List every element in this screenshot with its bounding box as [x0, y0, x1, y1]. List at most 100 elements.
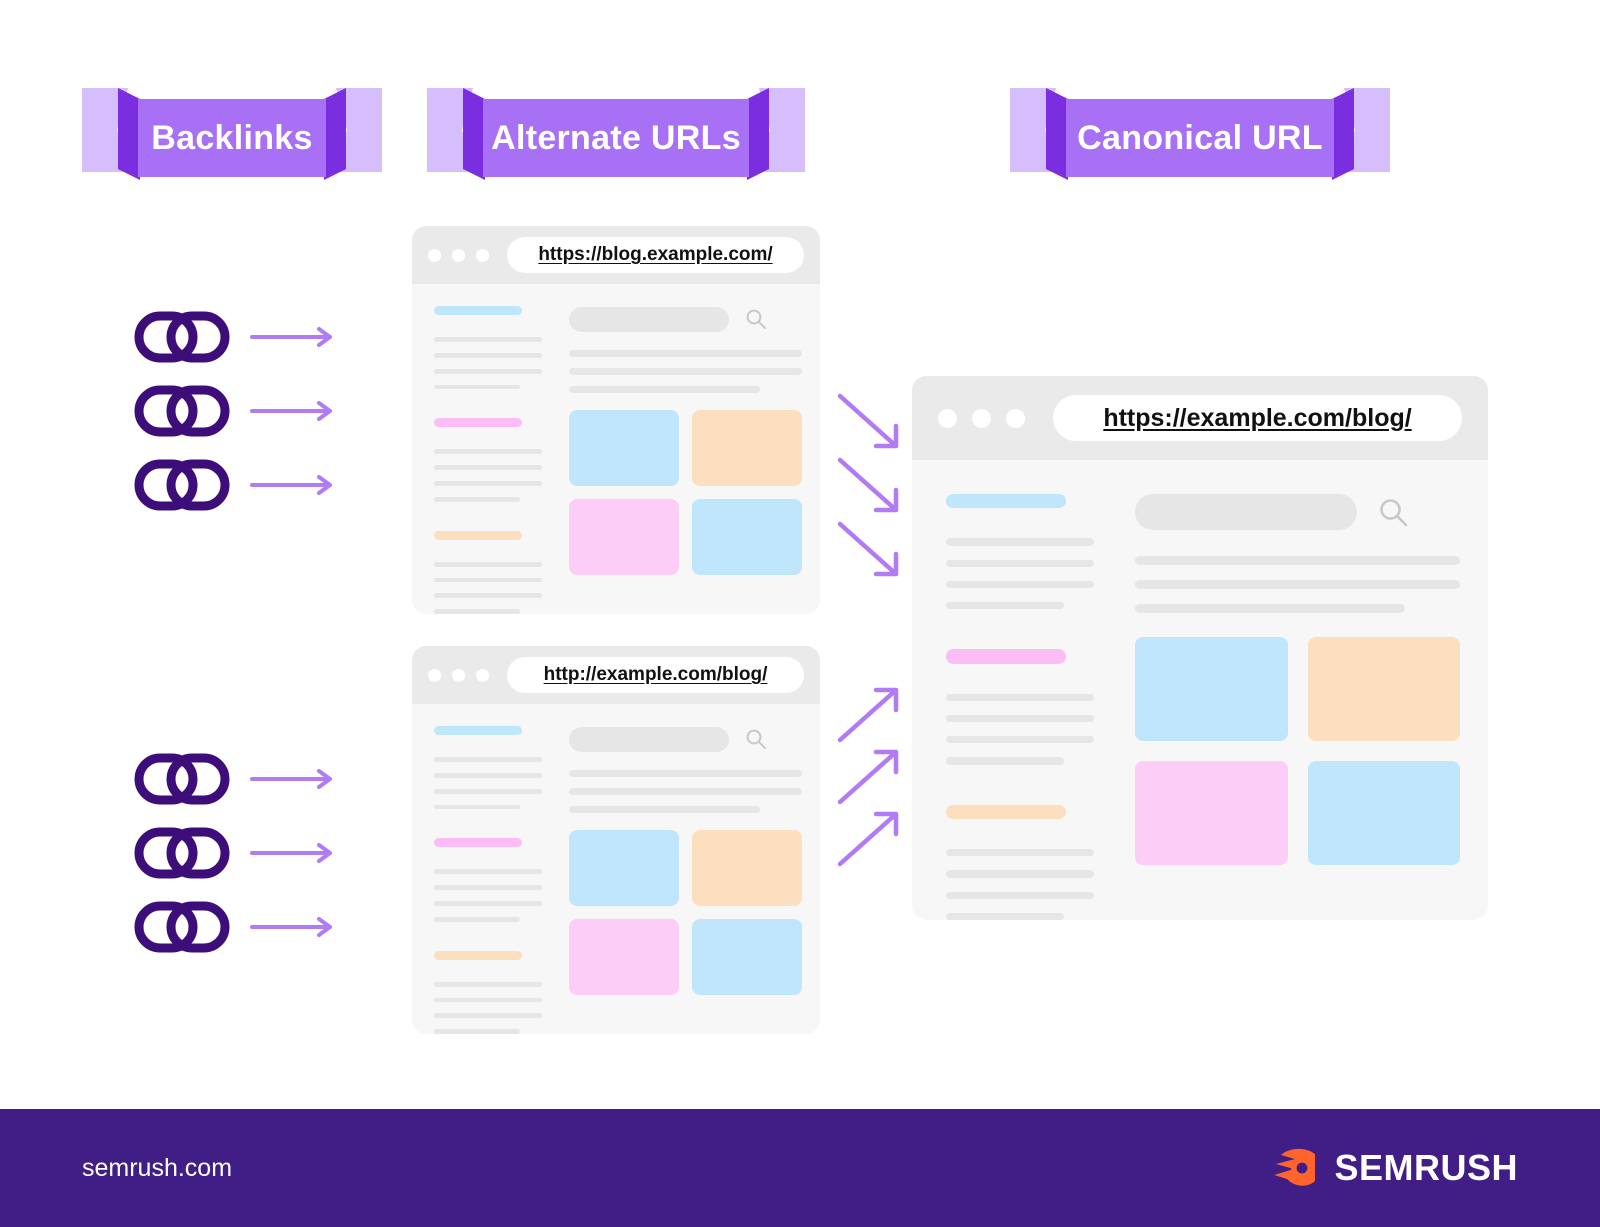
- ribbon-body: Canonical URL: [1066, 99, 1334, 177]
- window-dot[interactable]: [1006, 408, 1025, 428]
- address-bar[interactable]: https://blog.example.com/: [507, 237, 804, 273]
- content-line: [569, 770, 802, 777]
- sidebar-line: [434, 756, 542, 762]
- browser-canonical-url[interactable]: https://example.com/blog/: [912, 376, 1488, 920]
- content-card[interactable]: [569, 410, 679, 486]
- sidebar-line: [434, 981, 542, 987]
- sidebar-pill: [434, 838, 522, 848]
- sidebar-line: [434, 384, 520, 390]
- window-dot[interactable]: [452, 248, 465, 262]
- window-controls: [938, 408, 1025, 428]
- sidebar-pill: [434, 530, 522, 540]
- banner-backlinks: Backlinks: [82, 82, 382, 180]
- sidebar-pill: [434, 306, 522, 315]
- content-line: [569, 788, 802, 795]
- backlink-row: [134, 308, 338, 366]
- arrow-right-icon: [250, 917, 332, 937]
- sidebar-line: [946, 559, 1094, 567]
- ribbon-body: Backlinks: [138, 99, 326, 177]
- backlink-row: [134, 456, 338, 514]
- chain-link-icon: [134, 459, 230, 511]
- search-icon[interactable]: [743, 306, 769, 332]
- ribbon-fold-left: [463, 88, 485, 180]
- ribbon-body: Alternate URLs: [483, 99, 749, 177]
- content-card[interactable]: [692, 499, 802, 575]
- browser-title-bar: https://example.com/blog/: [912, 376, 1488, 460]
- sidebar-line: [434, 609, 520, 614]
- semrush-wordmark: SEMRUSH: [1334, 1147, 1518, 1188]
- url-text: https://blog.example.com/: [538, 244, 773, 265]
- sidebar-line: [434, 916, 520, 922]
- window-dot[interactable]: [938, 408, 957, 428]
- search-row: [569, 306, 802, 332]
- window-dot[interactable]: [428, 248, 441, 262]
- chain-link-icon: [134, 311, 230, 363]
- content-card[interactable]: [692, 830, 802, 906]
- ribbon-fold-left: [1046, 88, 1068, 180]
- footer-website-url[interactable]: semrush.com: [82, 1153, 233, 1182]
- content-sidebar: [434, 306, 549, 614]
- sidebar-line: [434, 577, 542, 583]
- sidebar-line: [946, 714, 1094, 723]
- search-input[interactable]: [569, 726, 729, 752]
- search-icon[interactable]: [743, 726, 769, 752]
- arrow-right-icon: [250, 327, 332, 347]
- sidebar-line: [946, 538, 1094, 546]
- window-dot[interactable]: [428, 668, 441, 682]
- content-card[interactable]: [692, 919, 802, 995]
- sidebar-pill: [434, 726, 522, 735]
- content-card[interactable]: [569, 830, 679, 906]
- sidebar-line: [434, 901, 542, 906]
- content-card[interactable]: [1307, 637, 1460, 741]
- page-content: [412, 284, 820, 614]
- chain-link-icon: [134, 901, 230, 953]
- sidebar-line: [434, 869, 542, 875]
- url-text: http://example.com/blog/: [543, 664, 768, 685]
- content-main: [1135, 494, 1460, 920]
- ribbon-fold-right: [747, 88, 769, 180]
- sidebar-pill: [434, 418, 522, 428]
- content-main: [569, 726, 802, 1034]
- arrow-up-right-icon: [837, 811, 899, 867]
- window-dot[interactable]: [972, 408, 991, 428]
- content-card[interactable]: [1135, 761, 1288, 865]
- sidebar-line: [434, 465, 542, 471]
- window-dot[interactable]: [452, 668, 465, 682]
- arrow-right-icon: [250, 769, 332, 789]
- window-dot[interactable]: [476, 248, 489, 262]
- content-main: [569, 306, 802, 614]
- chain-link-icon: [134, 385, 230, 437]
- window-controls: [428, 248, 489, 262]
- search-input[interactable]: [569, 306, 729, 332]
- semrush-comet-logo-icon: [1274, 1148, 1316, 1186]
- content-card[interactable]: [1135, 637, 1288, 741]
- sidebar-pill: [946, 494, 1066, 509]
- content-card[interactable]: [1307, 761, 1460, 865]
- content-card[interactable]: [692, 410, 802, 486]
- sidebar-line: [434, 997, 542, 1003]
- sidebar-line: [946, 736, 1094, 744]
- window-dot[interactable]: [476, 668, 489, 682]
- sidebar-line: [946, 757, 1064, 765]
- content-line: [1135, 556, 1460, 565]
- browser-alternate-url-2[interactable]: http://example.com/blog/: [412, 646, 820, 1034]
- sidebar-line: [434, 449, 542, 455]
- browser-title-bar: http://example.com/blog/: [412, 646, 820, 704]
- content-card[interactable]: [569, 919, 679, 995]
- address-bar[interactable]: http://example.com/blog/: [507, 657, 804, 693]
- chain-link-icon: [134, 827, 230, 879]
- content-card[interactable]: [569, 499, 679, 575]
- sidebar-line: [434, 352, 542, 358]
- card-grid: [569, 410, 802, 575]
- backlink-row: [134, 750, 338, 808]
- address-bar[interactable]: https://example.com/blog/: [1053, 395, 1462, 441]
- ribbon-fold-right: [1332, 88, 1354, 180]
- browser-alternate-url-1[interactable]: https://blog.example.com/: [412, 226, 820, 614]
- url-text: https://example.com/blog/: [1103, 403, 1412, 432]
- search-icon[interactable]: [1375, 494, 1411, 530]
- sidebar-line: [434, 1029, 520, 1034]
- search-input[interactable]: [1135, 494, 1357, 530]
- content-line: [1135, 604, 1405, 613]
- content-sidebar: [946, 494, 1101, 920]
